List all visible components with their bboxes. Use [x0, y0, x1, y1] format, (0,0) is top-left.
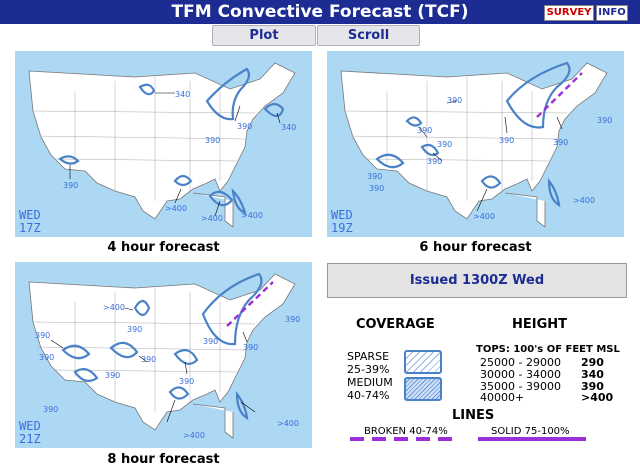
medium-swatch — [404, 377, 442, 401]
sparse-swatch — [404, 350, 442, 374]
time-stamp: WED 19Z — [331, 208, 353, 235]
tops-label: 390 — [105, 371, 120, 380]
broken-label: BROKEN 40-74% — [364, 426, 448, 437]
tops-label: 390 — [243, 343, 258, 352]
height-heading: HEIGHT — [512, 317, 568, 332]
info-button[interactable]: INFO — [596, 5, 628, 21]
tops-label: 390 — [369, 184, 384, 193]
tops-label: 390 — [205, 136, 220, 145]
title-bar — [0, 0, 640, 24]
tops-label: >400 — [277, 419, 299, 428]
coverage-heading: COVERAGE — [356, 317, 435, 332]
tops-label: >400 — [473, 212, 495, 221]
tops-label: 340 — [175, 90, 190, 99]
tops-label: 390 — [447, 96, 462, 105]
tops-label: >400 — [103, 303, 125, 312]
solid-label: SOLID 75-100% — [491, 426, 570, 437]
tops-label: 390 — [499, 136, 514, 145]
tops-label: 390 — [179, 377, 194, 386]
forecast-map-4hr[interactable]: 340 390 340 390 390 >400 >400 >400 WED 17… — [15, 51, 312, 237]
issued-time: Issued 1300Z Wed — [327, 263, 627, 298]
forecast-map-8hr[interactable]: >400 390 390 390 390 390 390 390 390 390… — [15, 262, 312, 448]
tab-plot[interactable]: Plot — [212, 25, 316, 46]
map-caption: 4 hour forecast — [107, 240, 220, 255]
medium-label: MEDIUM 40-74% — [347, 376, 393, 402]
tops-label: 390 — [437, 140, 452, 149]
tops-label: >400 — [573, 196, 595, 205]
tops-label: 390 — [63, 181, 78, 190]
map-caption: 8 hour forecast — [107, 452, 220, 467]
time-stamp: WED 21Z — [19, 419, 41, 446]
tops-label: 390 — [427, 157, 442, 166]
tops-label: 390 — [35, 331, 50, 340]
time-stamp: WED 17Z — [19, 208, 41, 235]
tops-label: 390 — [127, 325, 142, 334]
survey-button[interactable]: SURVEY — [544, 5, 594, 21]
tops-label: 390 — [43, 405, 58, 414]
page-title: TFM Convective Forecast (TCF) — [171, 2, 469, 22]
lines-heading: LINES — [452, 408, 495, 423]
tops-label: >400 — [165, 204, 187, 213]
sparse-label: SPARSE 25-39% — [347, 350, 390, 376]
tops-label: 390 — [237, 122, 252, 131]
tops-label: 390 — [553, 138, 568, 147]
tops-label: 390 — [141, 355, 156, 364]
map-graphic: 340 390 340 390 390 >400 >400 >400 — [28, 62, 296, 228]
tops-label: 390 — [203, 337, 218, 346]
map-graphic: 390 390 390 390 390 390 390 390 390 >400… — [340, 61, 612, 228]
forecast-map-6hr[interactable]: 390 390 390 390 390 390 390 390 390 >400… — [327, 51, 624, 237]
tops-label: >400 — [241, 211, 263, 220]
lines-legend-graphic — [350, 437, 586, 441]
tops-label: 390 — [285, 315, 300, 324]
tops-label: 390 — [597, 116, 612, 125]
tops-label: >400 — [183, 431, 205, 440]
map-caption: 6 hour forecast — [419, 240, 532, 255]
tops-label: >400 — [201, 214, 223, 223]
tab-scroll[interactable]: Scroll — [317, 25, 420, 46]
tops-label: 340 — [281, 123, 296, 132]
map-graphic: >400 390 390 390 390 390 390 390 390 390… — [28, 272, 300, 440]
tops-label: 390 — [367, 172, 382, 181]
tops-label: 390 — [417, 126, 432, 135]
tops-label: 390 — [39, 353, 54, 362]
tops-heading: TOPS: 100's OF FEET MSL — [476, 344, 620, 355]
